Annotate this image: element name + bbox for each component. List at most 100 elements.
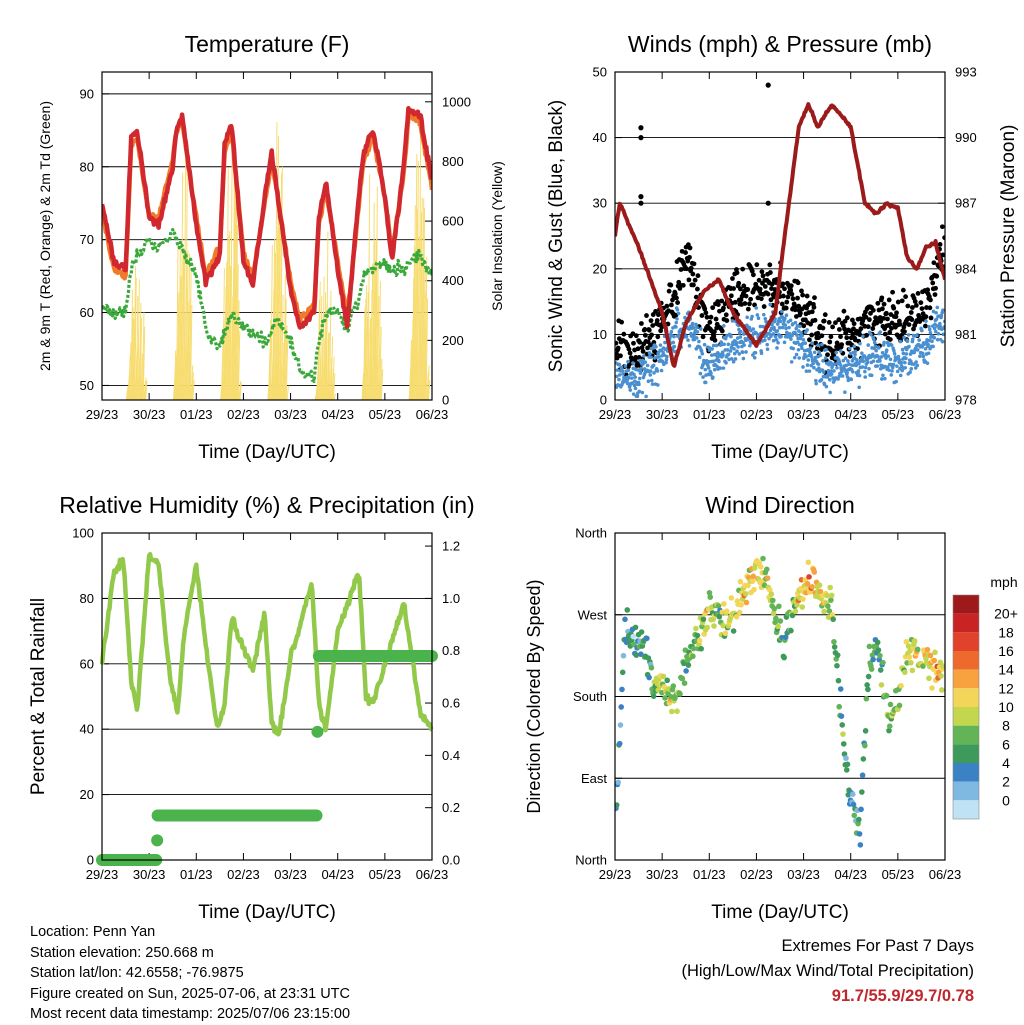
colorbar-label-1: 18 [998,624,1014,640]
wind-point [801,338,806,342]
wind-point [899,360,904,365]
solar-spike-1-11 [180,172,184,400]
solar-spike-0-23 [142,326,146,400]
wind-point [779,334,783,339]
gust-point [788,283,794,289]
gust-point [881,301,887,307]
wind-point [695,330,700,334]
wind-point [758,324,763,329]
wind-point [734,341,739,345]
gust-point [807,337,812,343]
wind-point [731,359,736,364]
direction-point [707,594,714,600]
colorbar-swatch-10 [953,781,979,801]
gust-point [939,224,945,230]
wind-point [650,382,655,386]
direction-point [825,603,831,609]
precip-point-1 [151,834,164,847]
wind-point [934,310,938,315]
gust-point [900,287,906,293]
wind-point [854,363,858,368]
wind-point [821,358,825,363]
gust-point [870,307,876,313]
gust-point [710,305,716,311]
precip-point-3 [311,725,324,738]
gust-point [742,301,748,306]
wind-point [824,347,828,352]
wind-point [662,353,667,357]
wind-point [649,378,654,383]
wind-point [877,346,881,350]
wind-point [775,329,780,333]
wind-point [729,334,733,339]
t2m-line [102,106,432,330]
direction-point [926,675,932,682]
wind-point [840,369,844,374]
wind-point [817,350,822,354]
gust-point [826,320,832,325]
y2-tick-label-1-2: 984 [955,261,977,276]
gust-point [740,266,746,272]
gust-point [639,321,644,326]
direction-point [878,682,885,688]
solar-spike-2-9 [226,168,229,400]
gust-point [851,321,857,327]
direction-point [896,702,903,709]
direction-point [857,842,864,848]
wind-point [902,335,906,340]
gust-point [841,308,847,314]
x-tick-label-1-5: 04/23 [834,407,867,422]
direction-point [860,756,867,762]
direction-plot-area [615,555,945,848]
y2-tick-label-1-1: 981 [955,327,977,342]
wind-point [827,377,832,382]
wind-point [863,365,868,370]
direction-point [776,603,782,610]
station-latlon: Station lat/lon: 42.6558; -76.9875 [30,965,244,981]
wind-point [941,332,945,337]
gust-point [899,298,905,304]
solar-spike-3-22 [283,274,286,400]
gust-point [684,266,690,272]
wind-point [925,361,930,365]
direction-point [789,612,796,619]
direction-point [742,590,749,597]
y-tick-label-1-0: 0 [600,393,607,408]
extremes-values: 91.7/55.9/29.7/0.78 [831,987,974,1005]
gust-point [820,325,826,331]
wind-point [765,342,769,347]
gust-point [731,286,737,291]
colorbar-swatch-3 [953,651,979,670]
gust-point [934,273,940,279]
direction-point [908,659,914,666]
wind-point [793,330,797,335]
colorbar-title: mph [990,574,1017,590]
solar-spike-6-9 [414,153,418,400]
solar-spike-2-18 [233,164,236,400]
station-info: Location: Penn Yan Station elevation: 25… [30,922,350,1025]
direction-point [829,612,836,618]
direction-point [730,628,737,634]
direction-point [816,582,823,588]
solar-spike-6-16 [420,197,423,400]
gust-point [814,345,820,351]
gust-point [747,301,752,307]
gust-point [827,339,833,345]
wind-point [721,353,725,357]
gust-point [683,250,688,255]
wind-point [672,334,676,339]
wind-point [620,369,625,373]
gust-point [839,342,845,348]
colorbar-swatch-6 [953,707,979,726]
y-tick-label-3-1: East [581,771,607,786]
y2-tick-label-0-0: 0 [442,393,449,408]
wind-point [740,350,745,355]
gust-point [828,334,834,340]
solar-spike-0-11 [133,266,137,400]
wind-point [711,359,716,364]
direction-point [883,692,890,699]
solar-spike-3-14 [277,198,280,400]
wind-point [617,377,621,382]
direction-point [630,633,637,640]
solar-spike-2-6 [223,286,227,400]
